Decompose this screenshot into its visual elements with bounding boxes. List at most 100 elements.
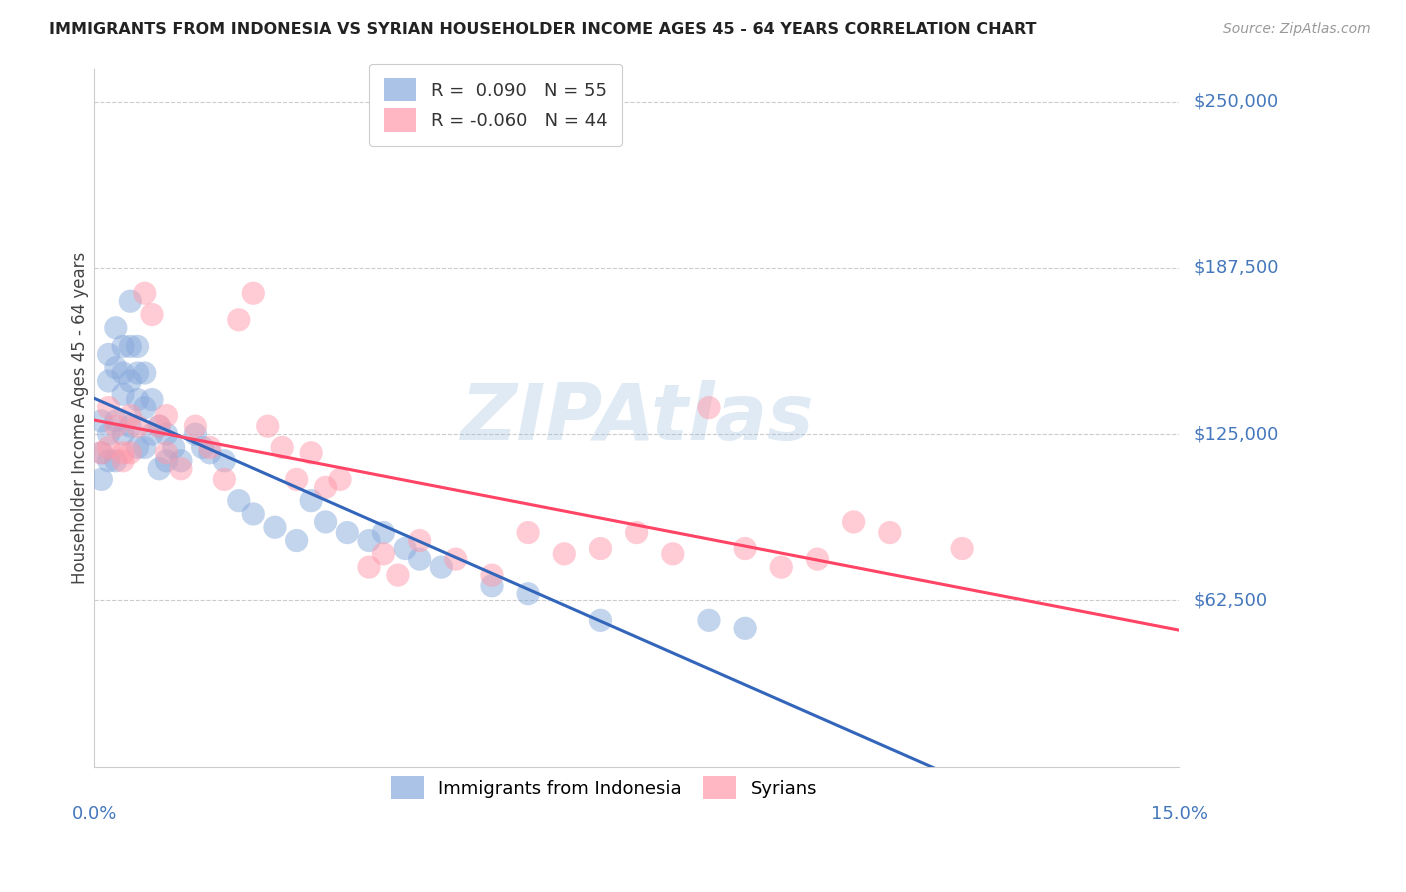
Point	[184, 419, 207, 434]
Point	[198, 441, 221, 455]
Point	[90, 472, 112, 486]
Text: Source: ZipAtlas.com: Source: ZipAtlas.com	[1223, 22, 1371, 37]
Point	[104, 419, 127, 434]
Point	[264, 520, 287, 534]
Point	[517, 525, 540, 540]
Point	[97, 441, 120, 455]
Point	[148, 419, 170, 434]
Point	[191, 441, 214, 455]
Legend: Immigrants from Indonesia, Syrians: Immigrants from Indonesia, Syrians	[384, 769, 824, 806]
Point	[148, 462, 170, 476]
Point	[408, 552, 430, 566]
Point	[626, 525, 648, 540]
Point	[950, 541, 973, 556]
Point	[127, 441, 149, 455]
Point	[444, 552, 467, 566]
Point	[357, 560, 380, 574]
Point	[242, 507, 264, 521]
Text: ZIPAtlas: ZIPAtlas	[460, 380, 814, 456]
Point	[104, 360, 127, 375]
Point	[329, 472, 352, 486]
Point	[589, 541, 612, 556]
Text: $250,000: $250,000	[1194, 93, 1278, 111]
Point	[315, 515, 337, 529]
Point	[285, 533, 308, 548]
Point	[97, 347, 120, 361]
Point	[112, 454, 135, 468]
Point	[842, 515, 865, 529]
Point	[285, 472, 308, 486]
Point	[120, 419, 142, 434]
Text: 15.0%: 15.0%	[1150, 805, 1208, 823]
Point	[134, 366, 156, 380]
Point	[589, 613, 612, 627]
Point	[879, 525, 901, 540]
Y-axis label: Householder Income Ages 45 - 64 years: Householder Income Ages 45 - 64 years	[72, 252, 89, 583]
Point	[141, 427, 163, 442]
Point	[163, 441, 186, 455]
Point	[112, 427, 135, 442]
Point	[120, 374, 142, 388]
Point	[90, 414, 112, 428]
Point	[120, 294, 142, 309]
Point	[134, 441, 156, 455]
Point	[127, 366, 149, 380]
Text: 0.0%: 0.0%	[72, 805, 117, 823]
Point	[228, 493, 250, 508]
Point	[373, 525, 395, 540]
Point	[299, 446, 322, 460]
Point	[170, 454, 193, 468]
Point	[387, 568, 409, 582]
Point	[112, 339, 135, 353]
Point	[112, 366, 135, 380]
Point	[134, 401, 156, 415]
Point	[734, 541, 756, 556]
Point	[517, 587, 540, 601]
Point	[112, 387, 135, 401]
Point	[357, 533, 380, 548]
Point	[104, 414, 127, 428]
Point	[155, 454, 177, 468]
Point	[228, 313, 250, 327]
Point	[553, 547, 575, 561]
Point	[198, 446, 221, 460]
Point	[315, 480, 337, 494]
Text: IMMIGRANTS FROM INDONESIA VS SYRIAN HOUSEHOLDER INCOME AGES 45 - 64 YEARS CORREL: IMMIGRANTS FROM INDONESIA VS SYRIAN HOUS…	[49, 22, 1036, 37]
Point	[155, 446, 177, 460]
Point	[120, 409, 142, 423]
Point	[394, 541, 416, 556]
Point	[662, 547, 685, 561]
Point	[373, 547, 395, 561]
Point	[148, 419, 170, 434]
Point	[170, 462, 193, 476]
Point	[697, 613, 720, 627]
Point	[120, 339, 142, 353]
Text: $187,500: $187,500	[1194, 259, 1278, 277]
Point	[104, 320, 127, 334]
Point	[97, 401, 120, 415]
Text: $62,500: $62,500	[1194, 591, 1267, 609]
Point	[120, 446, 142, 460]
Point	[734, 621, 756, 635]
Point	[112, 446, 135, 460]
Point	[299, 493, 322, 508]
Text: $125,000: $125,000	[1194, 425, 1278, 443]
Point	[134, 286, 156, 301]
Point	[97, 374, 120, 388]
Point	[408, 533, 430, 548]
Point	[90, 446, 112, 460]
Point	[770, 560, 793, 574]
Point	[127, 339, 149, 353]
Point	[141, 392, 163, 407]
Point	[97, 427, 120, 442]
Point	[90, 446, 112, 460]
Point	[155, 409, 177, 423]
Point	[697, 401, 720, 415]
Point	[184, 427, 207, 442]
Point	[141, 308, 163, 322]
Point	[214, 454, 236, 468]
Point	[271, 441, 294, 455]
Point	[430, 560, 453, 574]
Point	[806, 552, 828, 566]
Point	[242, 286, 264, 301]
